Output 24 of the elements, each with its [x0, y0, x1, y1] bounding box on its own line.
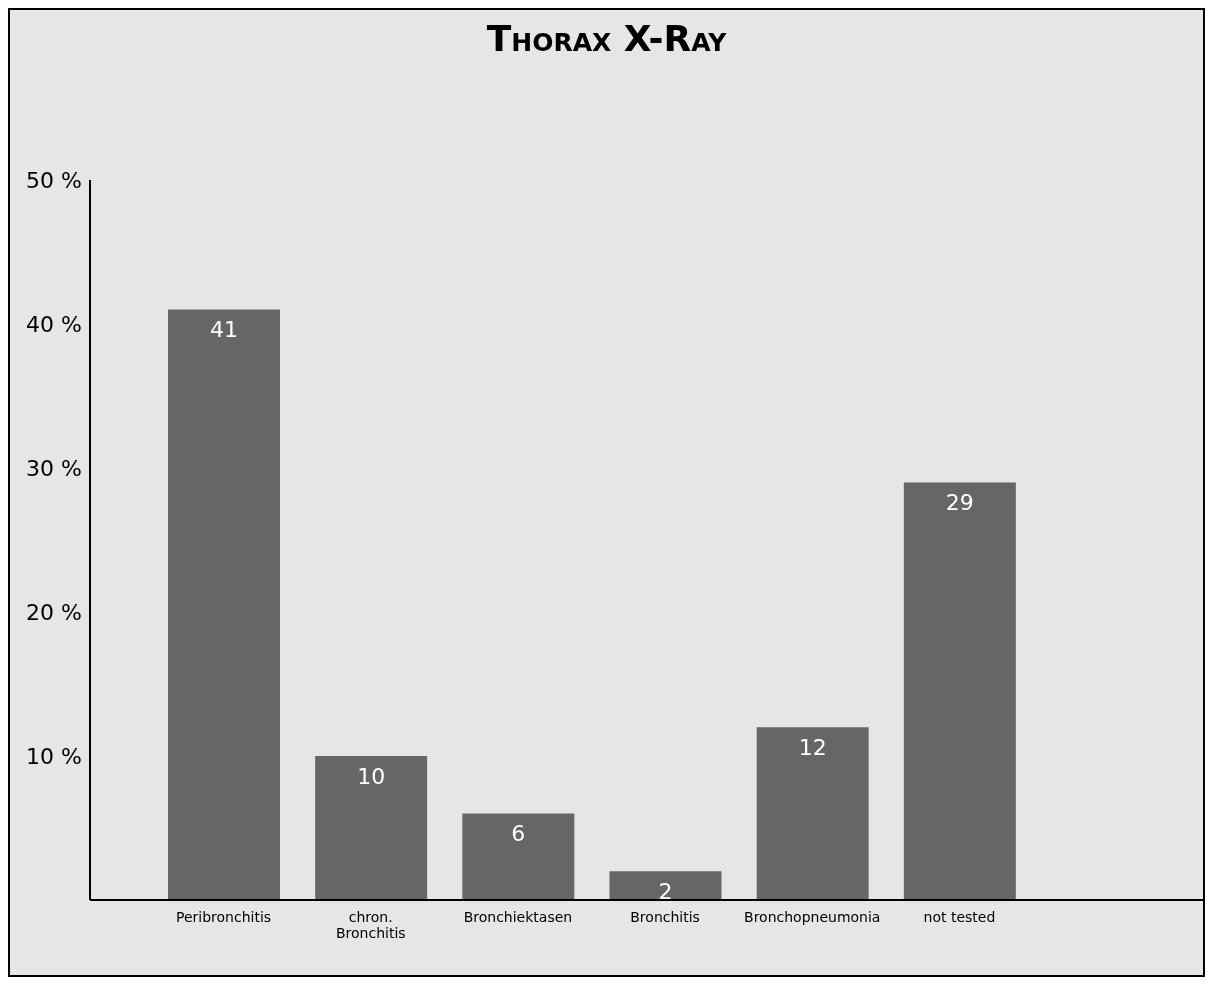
- y-tick-label: 30 %: [26, 455, 82, 481]
- x-tick-label: Bronchitis: [630, 909, 700, 925]
- data-label: 29: [945, 490, 974, 516]
- x-tick-label: Bronchiektasen: [463, 909, 573, 925]
- x-tick-label: not tested: [923, 909, 996, 925]
- bar: [315, 756, 428, 900]
- bar: [903, 482, 1016, 900]
- bar: [168, 309, 280, 900]
- data-label: 12: [798, 734, 827, 760]
- data-label: 6: [511, 821, 526, 847]
- x-tick-label: Bronchopneumonia: [744, 909, 881, 925]
- bar: [609, 871, 722, 900]
- data-label: 2: [658, 878, 673, 904]
- y-tick-label: 40 %: [26, 311, 82, 337]
- data-label: 41: [210, 317, 238, 343]
- y-tick-label: 20 %: [26, 599, 82, 625]
- chart-title: Thorax X-Ray: [485, 18, 728, 59]
- x-tick-label: chron. Bronchitis: [335, 909, 406, 941]
- bar: [756, 727, 869, 900]
- y-tick-label: 10 %: [26, 743, 82, 769]
- data-label: 10: [357, 763, 386, 789]
- x-tick-label: Peribronchitis: [176, 909, 272, 925]
- bar: [462, 813, 575, 900]
- y-tick-label: 50 %: [26, 167, 82, 193]
